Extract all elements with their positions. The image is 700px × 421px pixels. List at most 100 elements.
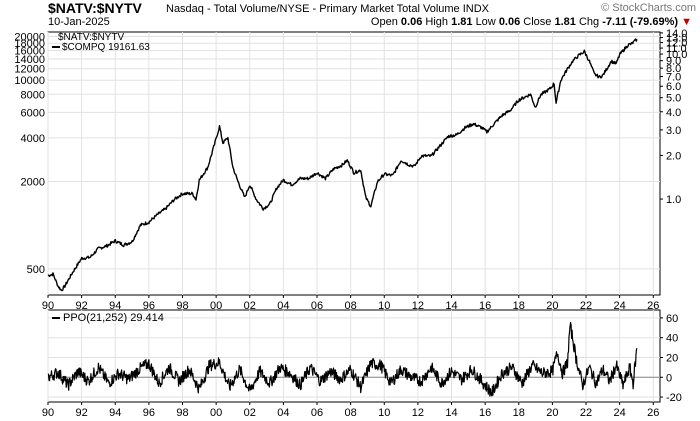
main-x-axis: 90 92 94 96 98 00 02 04 06 08 10 12 14 16 18 20 22 24 26 bbox=[42, 295, 659, 312]
main-legend-label: $NATV:$NYTV bbox=[58, 32, 124, 43]
main-x-tick-label: 12 bbox=[412, 300, 424, 312]
main-x-tick-label: 14 bbox=[445, 300, 457, 312]
main-x-tick-label: 98 bbox=[176, 300, 188, 312]
ppo-x-tick-label: 02 bbox=[244, 407, 256, 419]
ppo-legend-label: PPO(21,252) 29.414 bbox=[63, 312, 164, 324]
ppo-x-tick-label: 18 bbox=[513, 407, 525, 419]
main-x-tick-label: 94 bbox=[109, 300, 121, 312]
chg-label: Chg bbox=[578, 16, 600, 28]
main-right-tick-label: 5.0 bbox=[666, 93, 681, 105]
main-x-tick-label: 10 bbox=[378, 300, 390, 312]
ppo-right-tick-label: 60 bbox=[666, 313, 678, 325]
main-right-tick-label: 12.0 bbox=[666, 38, 687, 50]
ppo-x-tick-label: 94 bbox=[109, 407, 121, 419]
main-x-tick-label: 20 bbox=[546, 300, 558, 312]
ppo-x-tick-label: 04 bbox=[277, 407, 289, 419]
main-left-axis: 500 2000 4000 6000 8000 100001200014000160001… bbox=[14, 32, 45, 276]
description-text: Nasdaq - Total Volume/NYSE - Primary Mar… bbox=[166, 3, 460, 15]
ppo-x-tick-label: 92 bbox=[76, 407, 88, 419]
main-left-tick-label: 10000 bbox=[14, 75, 45, 87]
ppo-right-tick-label: 0 bbox=[666, 372, 672, 384]
ppo-x-tick-label: 16 bbox=[479, 407, 491, 419]
ppo-x-tick-label: 22 bbox=[580, 407, 592, 419]
ohlc-readout: Open 0.06 High 1.81 Low 0.06 Close 1.81 … bbox=[371, 16, 692, 28]
main-x-tick-label: 96 bbox=[143, 300, 155, 312]
close-label: Close bbox=[523, 16, 552, 28]
ppo-right-axis: -20 0 20 40 60 bbox=[660, 313, 682, 404]
high-label: High bbox=[425, 16, 449, 28]
main-left-tick-label: 500 bbox=[27, 264, 45, 276]
main-right-tick-label: 4.0 bbox=[666, 107, 681, 119]
ppo-series bbox=[47, 321, 638, 397]
main-x-tick-label: 00 bbox=[210, 300, 222, 312]
ppo-x-axis: 90 92 94 96 98 00 02 04 06 08 10 12 14 16 18 20 22 24 26 bbox=[42, 402, 659, 419]
high-value: 1.81 bbox=[451, 16, 473, 28]
low-label: Low bbox=[475, 16, 496, 28]
ppo-x-tick-label: 06 bbox=[311, 407, 323, 419]
chg-value: -7.11 (-79.69%) bbox=[602, 16, 679, 28]
main-left-tick-label: 16000 bbox=[14, 46, 45, 58]
ppo-x-tick-label: 08 bbox=[345, 407, 357, 419]
close-value: 1.81 bbox=[554, 16, 576, 28]
main-right-tick-label: 2.0 bbox=[666, 150, 681, 162]
main-right-tick-label: 7.0 bbox=[666, 72, 681, 84]
ppo-right-tick-label: 40 bbox=[666, 333, 678, 345]
ppo-legend: PPO(21,252) 29.414 bbox=[52, 312, 164, 324]
main-right-tick-label: 11.0 bbox=[666, 43, 687, 55]
ppo-x-tick-label: 90 bbox=[42, 407, 54, 419]
exchange-label: INDX bbox=[462, 3, 490, 15]
main-left-tick-label: 14000 bbox=[14, 54, 45, 66]
main-left-tick-label: 18000 bbox=[14, 38, 45, 50]
ppo-x-tick-label: 12 bbox=[412, 407, 424, 419]
main-left-tick-label: 4000 bbox=[21, 133, 45, 145]
quote-date: 10-Jan-2025 bbox=[48, 16, 110, 28]
main-right-tick-label: 14.0 bbox=[666, 28, 687, 40]
main-right-tick-label: 8.0 bbox=[666, 63, 681, 75]
ppo-x-tick-label: 96 bbox=[143, 407, 155, 419]
main-x-tick-label: 90 bbox=[42, 300, 54, 312]
open-value: 0.06 bbox=[400, 16, 423, 28]
main-panel-frame bbox=[47, 31, 661, 296]
ppo-x-tick-label: 98 bbox=[176, 407, 188, 419]
main-right-tick-label: 3.0 bbox=[666, 125, 681, 137]
ppo-x-tick-label: 24 bbox=[614, 407, 626, 419]
main-legend: $NATV:$NYTV$COMPQ 19161.63 bbox=[52, 32, 150, 53]
main-right-tick-label: 6.0 bbox=[666, 81, 681, 93]
main-x-tick-label: 26 bbox=[647, 300, 659, 312]
main-x-tick-label: 04 bbox=[277, 300, 289, 312]
main-right-tick-label: 13.0 bbox=[666, 33, 687, 45]
low-value: 0.06 bbox=[498, 16, 521, 28]
main-right-axis: 1.0 2.0 3.0 4.0 5.06.07.08.09.010.011.012.01… bbox=[660, 28, 687, 206]
main-x-tick-label: 24 bbox=[614, 300, 626, 312]
main-x-tick-label: 08 bbox=[345, 300, 357, 312]
ppo-x-tick-label: 26 bbox=[647, 407, 659, 419]
chart-header-row-1: $NATV:$NYTV Nasdaq - Total Volume/NYSE -… bbox=[0, 0, 700, 16]
main-x-tick-label: 18 bbox=[513, 300, 525, 312]
main-left-tick-label: 2000 bbox=[21, 177, 45, 189]
ppo-right-tick-label: -20 bbox=[666, 392, 682, 404]
main-left-tick-label: 20000 bbox=[14, 32, 45, 44]
ppo-x-tick-label: 00 bbox=[210, 407, 222, 419]
symbol-title: $NATV:$NYTV bbox=[48, 0, 142, 16]
main-x-tick-label: 92 bbox=[76, 300, 88, 312]
stockcharts-watermark: © StockCharts.com bbox=[601, 2, 696, 14]
ppo-line bbox=[47, 321, 638, 397]
main-legend-label: $COMPQ 19161.63 bbox=[62, 42, 150, 53]
compq-line bbox=[47, 38, 638, 292]
ppo-x-tick-label: 20 bbox=[546, 407, 558, 419]
open-label: Open bbox=[370, 16, 398, 28]
main-series bbox=[47, 38, 638, 292]
main-right-tick-label: 9.0 bbox=[666, 56, 681, 68]
chart-header-row-2: 10-Jan-2025 Open 0.06 High 1.81 Low 0.06… bbox=[0, 15, 700, 29]
symbol-description: Nasdaq - Total Volume/NYSE - Primary Mar… bbox=[166, 3, 489, 15]
main-x-tick-label: 22 bbox=[580, 300, 592, 312]
main-left-tick-label: 12000 bbox=[14, 64, 45, 76]
main-left-tick-label: 8000 bbox=[21, 89, 45, 101]
main-right-tick-label: 1.0 bbox=[666, 194, 681, 206]
main-x-tick-label: 06 bbox=[311, 300, 323, 312]
chg-down-arrow-icon: ▼ bbox=[681, 16, 692, 28]
main-grid bbox=[47, 32, 660, 295]
main-x-tick-label: 16 bbox=[479, 300, 491, 312]
ppo-x-tick-label: 10 bbox=[378, 407, 390, 419]
